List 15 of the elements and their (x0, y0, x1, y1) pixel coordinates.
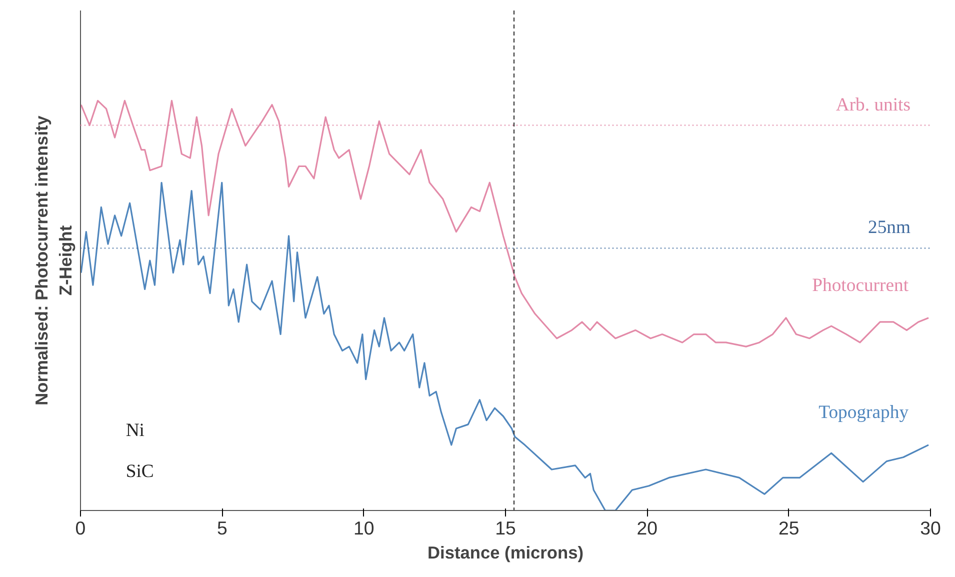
x-tick-label: 20 (636, 518, 658, 538)
series-label: Photocurrent (812, 274, 910, 296)
x-tick-label: 5 (216, 518, 228, 538)
ref-line-label: 25nm (868, 217, 911, 238)
x-tick-label: 0 (75, 518, 86, 538)
x-tick-label: 10 (353, 518, 374, 538)
x-axis-title: Distance (microns) (428, 542, 584, 562)
y-axis-title: Normalised: Photocurrent intensity Z-Height (32, 115, 76, 406)
x-tick-label: 25 (778, 518, 800, 538)
annotation: SiC (126, 460, 154, 482)
x-tick-label: 30 (920, 518, 941, 538)
series-label: Topography (818, 402, 910, 423)
x-tick-label: 15 (495, 518, 516, 538)
ref-line-label: Arb. units (836, 94, 910, 116)
annotation: Ni (126, 420, 144, 441)
